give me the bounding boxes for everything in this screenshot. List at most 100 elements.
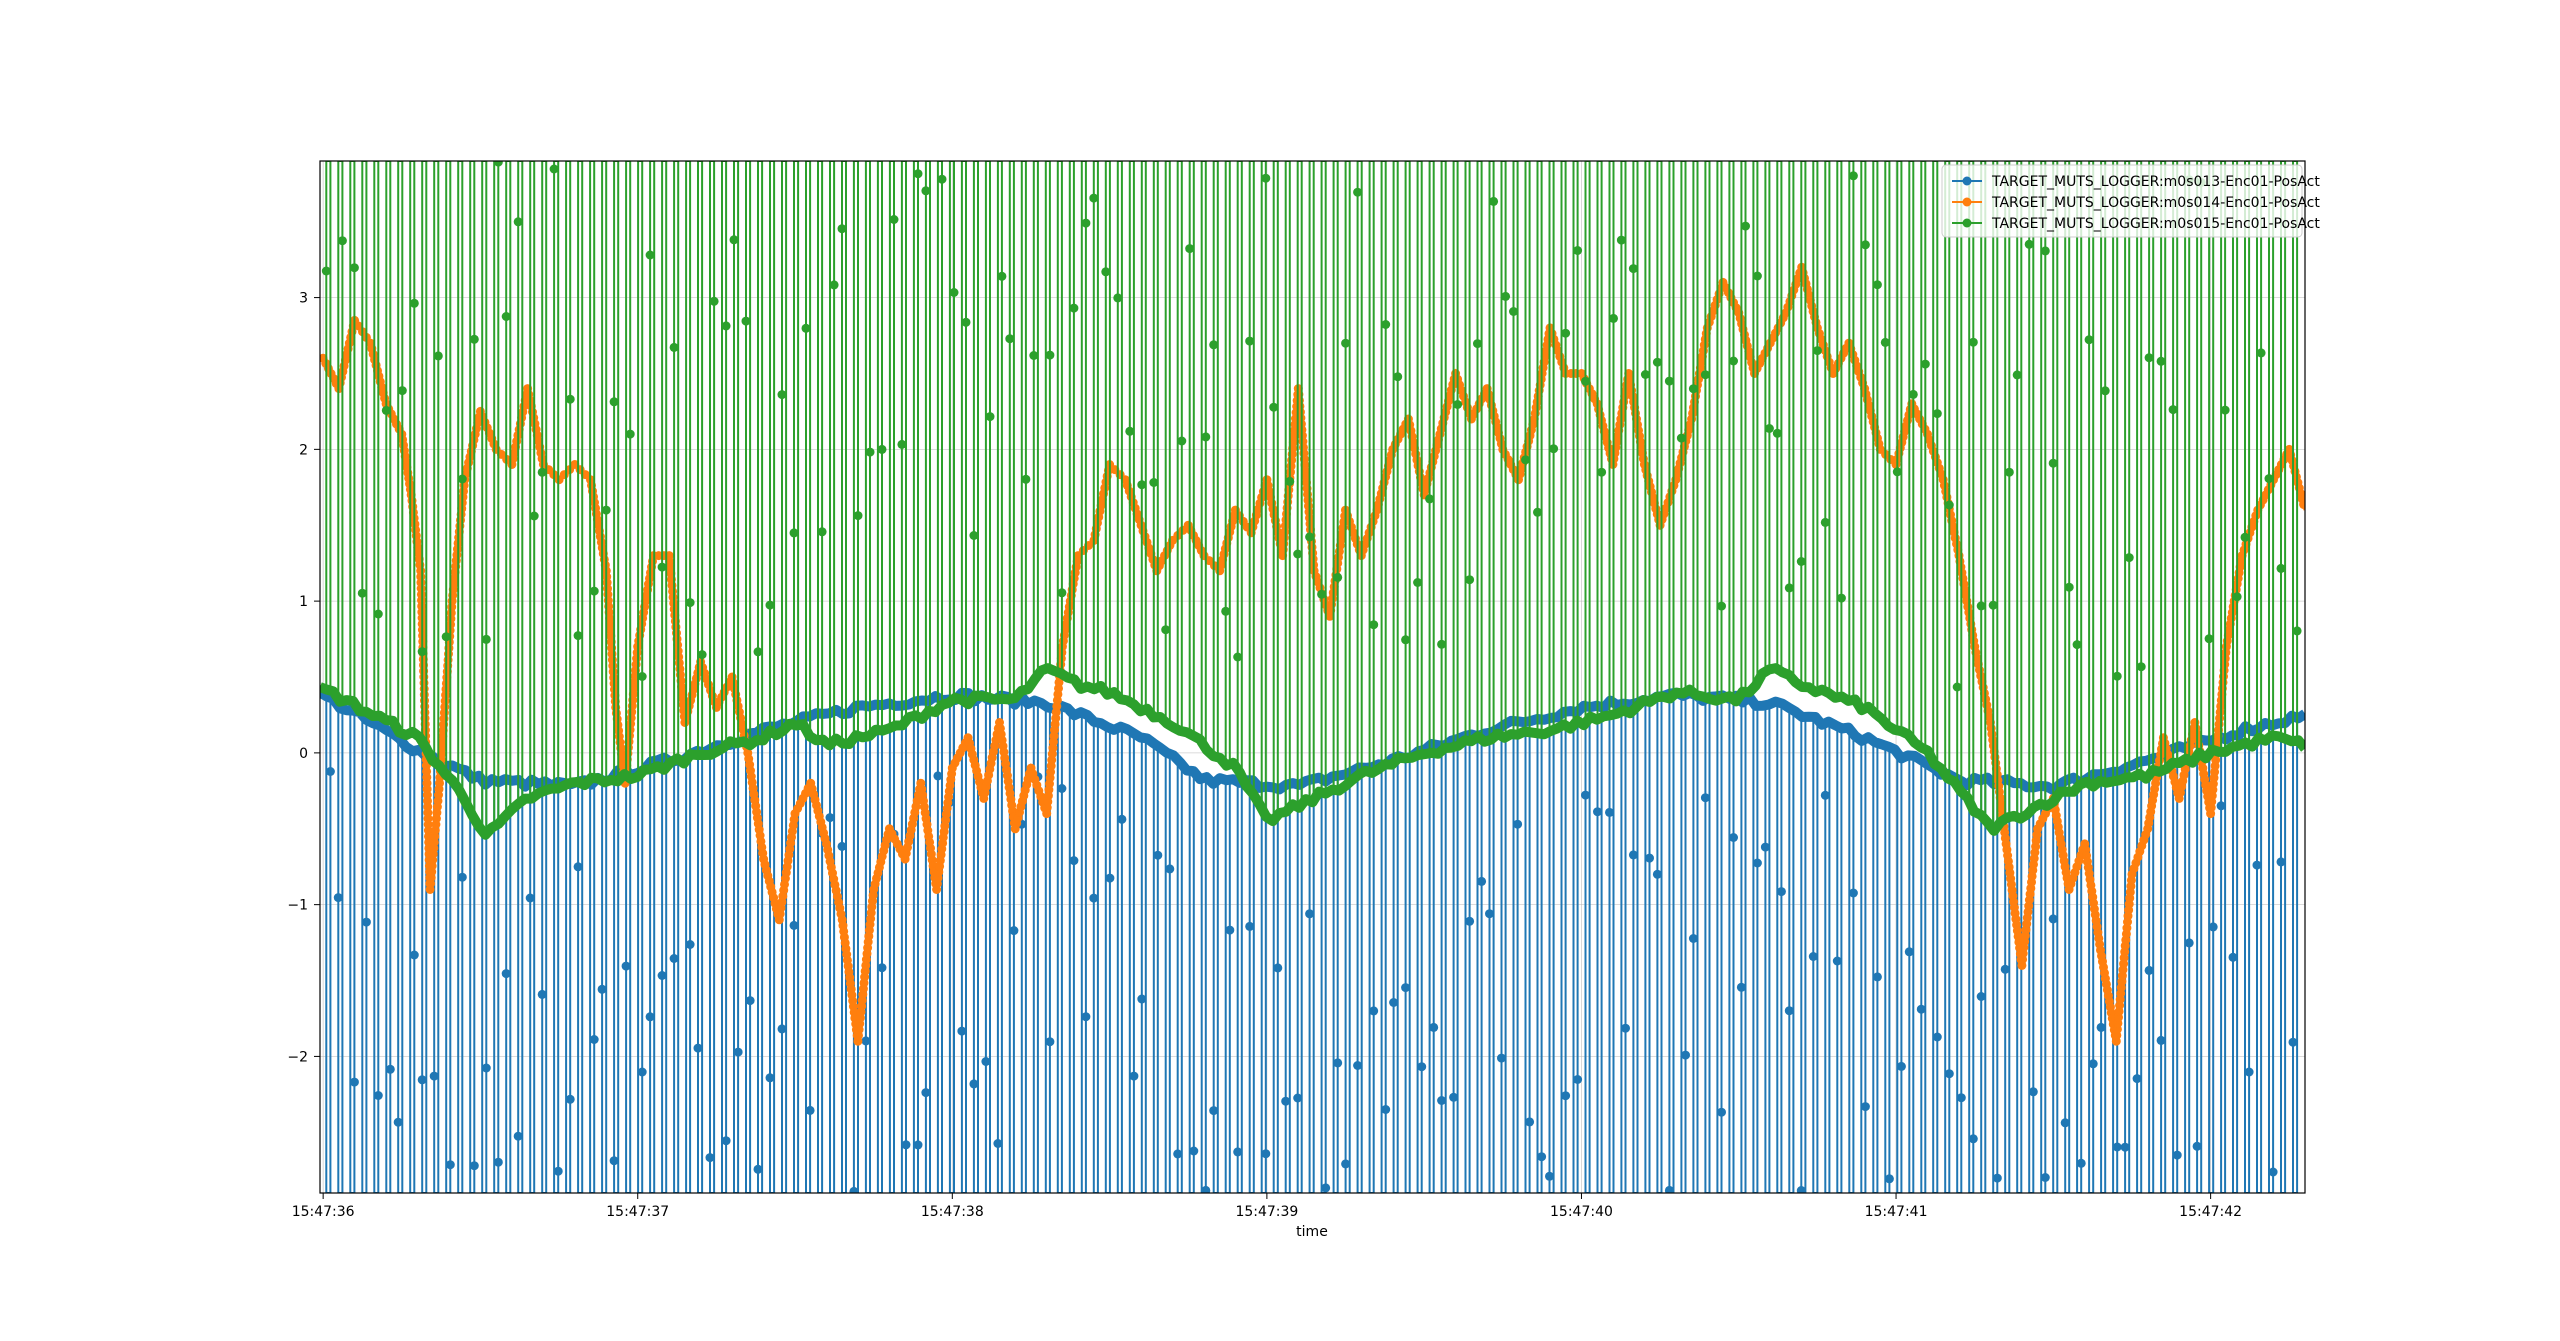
data-point	[1293, 1093, 1303, 1103]
data-point	[865, 447, 875, 457]
data-point	[1165, 864, 1175, 874]
data-point	[745, 996, 755, 1006]
data-point	[669, 342, 679, 352]
data-point	[373, 609, 383, 619]
legend-marker	[1962, 218, 1972, 228]
data-point	[777, 390, 787, 400]
data-point	[1465, 916, 1475, 926]
series-baseline	[320, 663, 2305, 840]
data-point	[1621, 1023, 1630, 1033]
data-point	[993, 1139, 1003, 1148]
data-point	[1760, 842, 1770, 852]
data-point	[1333, 1058, 1343, 1068]
data-point	[1820, 790, 1830, 800]
data-point	[321, 266, 331, 276]
data-point	[1664, 1185, 1674, 1193]
data-point	[2076, 1158, 2086, 1168]
data-point	[1281, 1096, 1291, 1106]
data-point	[1437, 639, 1447, 649]
data-point	[1113, 293, 1123, 303]
data-point	[493, 161, 503, 167]
data-point	[2244, 1067, 2254, 1077]
data-point	[1353, 1061, 1363, 1070]
legend-label: TARGET_MUTS_LOGGER:m0s014-Enc01-PosAct	[1991, 195, 2320, 211]
legend-marker	[1962, 176, 1972, 186]
data-point	[1477, 876, 1487, 886]
data-point	[1880, 337, 1890, 347]
data-point	[501, 312, 511, 321]
data-point	[457, 474, 467, 484]
data-point	[853, 511, 863, 521]
data-point	[921, 186, 931, 196]
data-point	[1117, 814, 1127, 824]
data-point	[1513, 819, 1523, 829]
data-point	[609, 397, 619, 407]
x-tick-label: 15:47:39	[1235, 1204, 1298, 1220]
data-point	[1453, 400, 1463, 409]
data-point	[1221, 606, 1231, 616]
data-point	[861, 1036, 871, 1046]
data-point	[1465, 575, 1475, 585]
data-point	[553, 1166, 563, 1176]
data-point	[2004, 467, 2014, 477]
data-point	[2040, 246, 2050, 256]
data-point	[2000, 964, 2010, 974]
data-point	[1729, 833, 1738, 842]
data-point	[1609, 313, 1618, 323]
data-point	[1449, 1092, 1459, 1102]
data-point	[1245, 921, 1255, 931]
data-point	[1285, 476, 1295, 486]
data-point	[333, 893, 343, 903]
data-point	[469, 334, 479, 344]
data-point	[1437, 1096, 1447, 1105]
data-point	[537, 989, 547, 999]
data-point	[1209, 1106, 1219, 1116]
data-point	[1369, 620, 1379, 630]
data-point	[2024, 239, 2034, 249]
data-point	[849, 1186, 859, 1193]
data-point	[1393, 372, 1403, 382]
data-point	[1717, 601, 1726, 611]
y-tick-label: 3	[299, 291, 308, 307]
data-point	[1628, 264, 1638, 274]
data-point	[1896, 1061, 1906, 1071]
data-point	[2240, 532, 2250, 542]
data-point	[1872, 280, 1882, 290]
data-point	[721, 321, 731, 331]
data-point	[469, 1161, 479, 1171]
data-point	[409, 298, 419, 308]
data-point	[1717, 1107, 1726, 1117]
data-point	[2168, 405, 2178, 415]
data-point	[1533, 507, 1542, 517]
data-point	[1233, 652, 1243, 662]
data-point	[1640, 370, 1650, 379]
plot-area	[320, 161, 2305, 1193]
data-point	[457, 872, 467, 882]
data-point	[1916, 1004, 1926, 1014]
data-point	[2292, 626, 2302, 636]
data-point	[1153, 850, 1163, 860]
data-point	[565, 1094, 575, 1104]
data-point	[897, 439, 907, 449]
data-point	[381, 405, 391, 415]
data-point	[2040, 1173, 2050, 1182]
data-point	[901, 1140, 911, 1150]
data-point	[1860, 240, 1870, 250]
x-axis-label: time	[1296, 1224, 1328, 1240]
data-point	[2204, 634, 2214, 644]
data-point	[2088, 1059, 2098, 1069]
data-point	[685, 940, 695, 949]
data-point	[1233, 1147, 1243, 1157]
data-point	[2268, 1167, 2278, 1177]
data-point	[1209, 340, 1219, 350]
data-point	[513, 1131, 523, 1141]
data-point	[1848, 888, 1858, 898]
data-point	[1417, 1062, 1427, 1072]
data-point	[1920, 359, 1930, 369]
data-point	[669, 954, 679, 963]
data-point	[1628, 850, 1638, 860]
data-point	[1489, 196, 1499, 206]
data-point	[1261, 1149, 1271, 1159]
data-point	[1201, 432, 1211, 442]
data-point	[1904, 947, 1914, 957]
